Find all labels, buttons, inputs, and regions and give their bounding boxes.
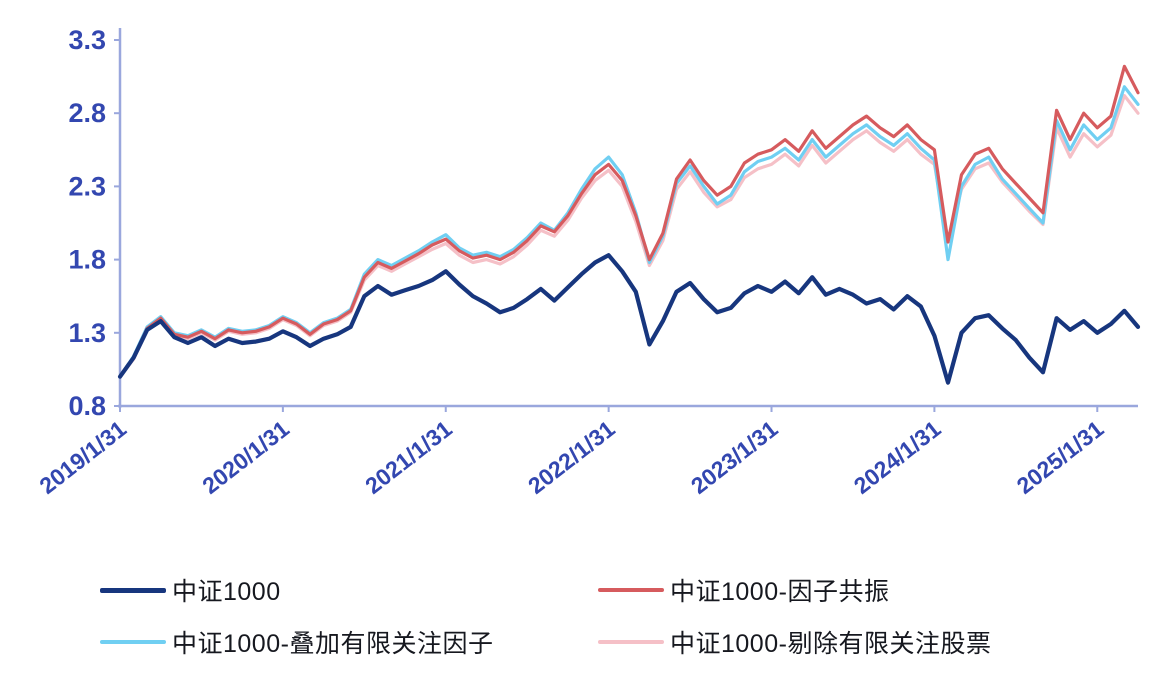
x-tick-label: 2023/1/31 <box>686 415 783 499</box>
legend-item-excl-limited-attention-stocks: 中证1000-剔除有限关注股票 <box>598 624 1152 660</box>
legend-item-factor-resonance: 中证1000-因子共振 <box>598 572 1152 608</box>
x-tick-label: 2020/1/31 <box>197 415 294 499</box>
legend-swatch-csi1000 <box>100 587 166 593</box>
series-line-0 <box>117 253 1141 385</box>
y-tick-label: 1.8 <box>68 245 106 275</box>
x-tick-label: 2025/1/31 <box>1012 415 1109 499</box>
y-tick-label: 3.3 <box>68 25 106 55</box>
x-tick-label: 2019/1/31 <box>34 415 131 499</box>
x-tick-label: 2022/1/31 <box>523 415 620 499</box>
x-tick-label: 2021/1/31 <box>360 415 457 499</box>
legend-swatch-limited-attention-factor <box>100 640 166 644</box>
legend: 中证1000 中证1000-因子共振 中证1000-叠加有限关注因子 中证100… <box>0 572 1152 660</box>
legend-label-factor-resonance: 中证1000-因子共振 <box>670 578 890 606</box>
legend-item-limited-attention-factor: 中证1000-叠加有限关注因子 <box>100 624 598 660</box>
y-tick-label: 2.8 <box>68 98 106 128</box>
y-tick-label: 1.3 <box>68 318 106 348</box>
legend-swatch-factor-resonance <box>598 588 664 592</box>
legend-label-excl-limited-attention-stocks: 中证1000-剔除有限关注股票 <box>670 630 992 658</box>
legend-item-csi1000: 中证1000 <box>100 572 598 608</box>
line-chart: 0.8 1.3 1.8 2.3 2.8 3.3 2019/1/31 2020/1/31 2021… <box>34 25 1141 499</box>
y-tick-label: 2.3 <box>68 171 106 201</box>
series-line-2 <box>118 85 1140 379</box>
legend-swatch-excl-limited-attention-stocks <box>598 640 664 644</box>
series-line-1 <box>118 64 1140 379</box>
y-tick-label: 0.8 <box>68 391 106 421</box>
x-tick-label: 2024/1/31 <box>849 415 946 499</box>
legend-label-csi1000: 中证1000 <box>172 578 281 606</box>
legend-label-limited-attention-factor: 中证1000-叠加有限关注因子 <box>172 630 494 658</box>
